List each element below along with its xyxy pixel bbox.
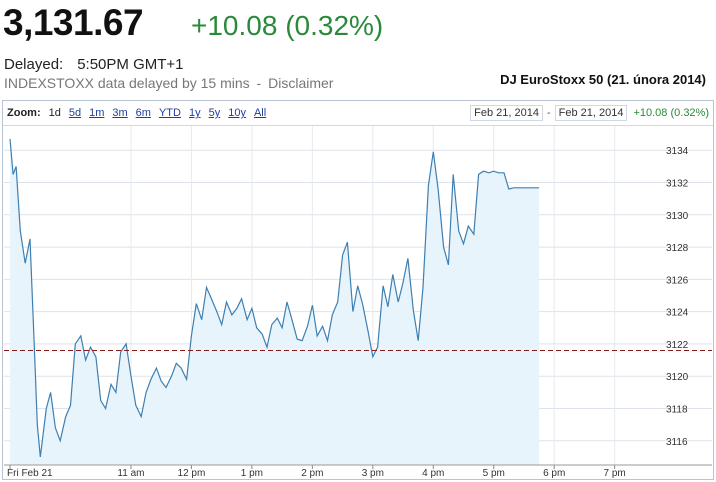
- x-tick-label: 6 pm: [543, 468, 565, 479]
- zoom-ytd[interactable]: YTD: [158, 107, 181, 119]
- y-tick-label: 3124: [666, 308, 689, 319]
- x-tick-label: 4 pm: [422, 468, 444, 479]
- chart-panel: Zoom: 1d 5d 1m 3m 6m YTD 1y 5y 10y All F…: [2, 100, 714, 480]
- y-tick-label: 3118: [666, 405, 688, 416]
- delayed-time: 5:50PM GMT+1: [77, 56, 184, 73]
- zoom-5y[interactable]: 5y: [208, 107, 221, 119]
- zoom-10y[interactable]: 10y: [228, 107, 246, 119]
- x-tick-label: 11 am: [117, 468, 144, 479]
- x-tick-label: 3 pm: [362, 468, 384, 479]
- x-tick-label: 1 pm: [241, 468, 263, 479]
- delayed-info: Delayed: 5:50PM GMT+1: [4, 56, 184, 73]
- x-tick-label: 5 pm: [483, 468, 505, 479]
- date-from-field[interactable]: Feb 21, 2014: [470, 105, 543, 121]
- y-tick-label: 3122: [666, 340, 689, 351]
- zoom-toolbar: Zoom: 1d 5d 1m 3m 6m YTD 1y 5y 10y All F…: [3, 101, 713, 126]
- y-tick-label: 3132: [666, 179, 689, 190]
- last-price: 3,131.67: [3, 2, 144, 43]
- chart-title: DJ EuroStoxx 50 (21. února 2014): [500, 72, 706, 87]
- x-tick-label: 2 pm: [301, 468, 323, 479]
- zoom-label: Zoom:: [7, 107, 41, 119]
- x-tick-label: 12 pm: [178, 468, 206, 479]
- zoom-1m[interactable]: 1m: [89, 107, 105, 119]
- x-tick-label: 7 pm: [604, 468, 626, 479]
- zoom-1y[interactable]: 1y: [188, 107, 201, 119]
- y-tick-label: 3128: [666, 243, 689, 254]
- y-tick-label: 3126: [666, 275, 689, 286]
- price-change: +10.08 (0.32%): [191, 10, 384, 41]
- date-to-field[interactable]: Feb 21, 2014: [554, 105, 628, 121]
- zoom-3m[interactable]: 3m: [112, 107, 128, 119]
- zoom-6m[interactable]: 6m: [135, 107, 151, 119]
- y-tick-label: 3134: [666, 146, 689, 157]
- date-range-dash: -: [546, 107, 551, 119]
- delayed-label: Delayed:: [4, 56, 64, 73]
- x-tick-label: Fri Feb 21: [7, 468, 53, 479]
- zoom-5d[interactable]: 5d: [68, 107, 82, 119]
- source-separator: -: [256, 75, 262, 91]
- price-chart[interactable]: 3116 3118 3120 3122 3124 3126 3128 3130 3132 3134…: [3, 101, 713, 479]
- source-text: INDEXSTOXX data delayed by 15 mins: [4, 75, 250, 91]
- series-area: [10, 138, 540, 465]
- zoom-1d[interactable]: 1d: [48, 107, 61, 119]
- range-change: +10.08 (0.32%): [633, 107, 709, 119]
- y-tick-label: 3116: [666, 437, 688, 448]
- zoom-all[interactable]: All: [253, 107, 267, 119]
- date-range: Feb 21, 2014 - Feb 21, 2014 +10.08 (0.32…: [470, 105, 709, 121]
- y-tick-label: 3120: [666, 372, 689, 383]
- data-source-info: INDEXSTOXX data delayed by 15 mins - Dis…: [4, 75, 333, 91]
- disclaimer-link[interactable]: Disclaimer: [268, 75, 334, 91]
- series-line: [9, 138, 540, 457]
- y-tick-label: 3130: [666, 211, 689, 222]
